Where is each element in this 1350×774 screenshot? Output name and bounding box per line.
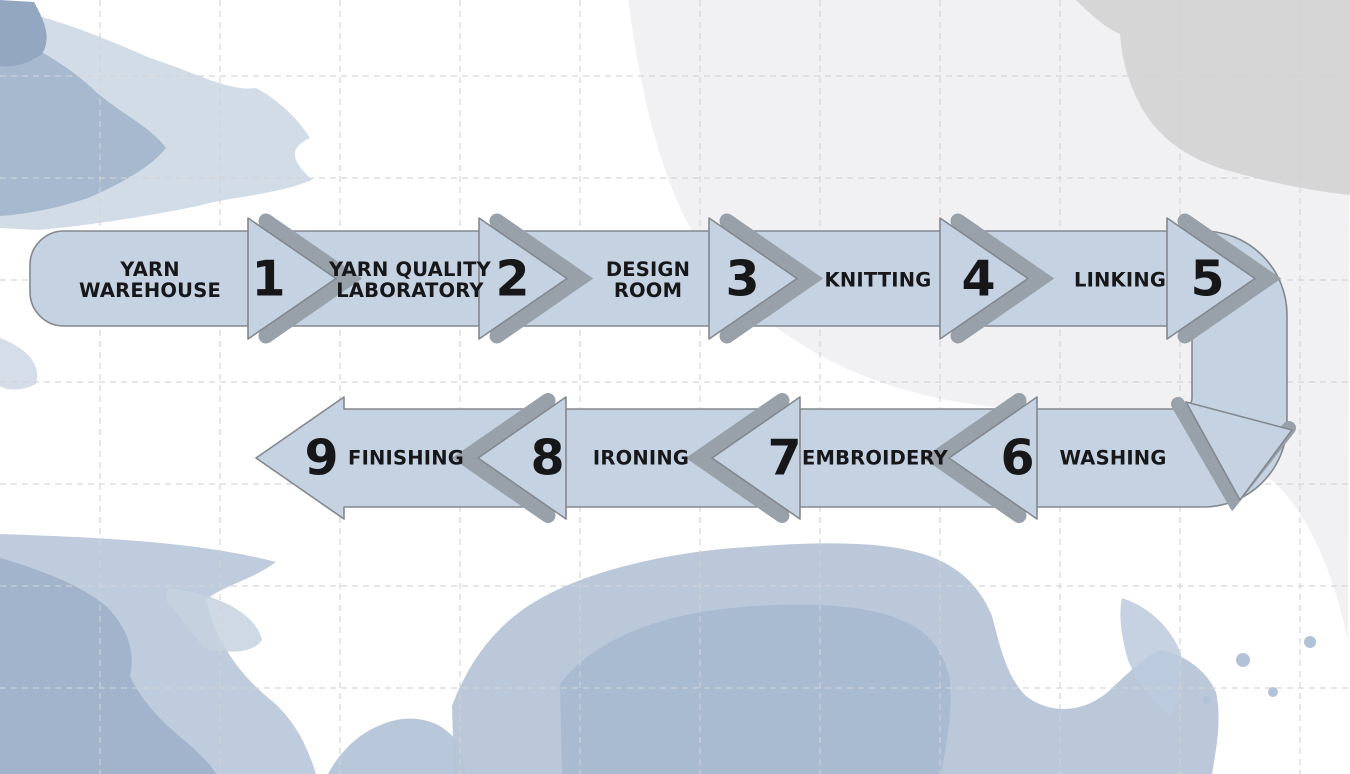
step-number-7: 7: [767, 429, 801, 487]
step-number-2: 2: [495, 250, 529, 308]
chevron-right-icon: [478, 217, 568, 340]
bottomleft-blob-deep: [0, 558, 216, 774]
chevron-right-icon: [939, 217, 1029, 340]
gray-corner-blob: [1076, 0, 1350, 195]
step-label-1: YARN WAREHOUSE: [79, 258, 221, 302]
step-number-4: 4: [961, 250, 995, 308]
chevron-shadow-4: [950, 213, 1055, 344]
step-label-4: KNITTING: [824, 268, 932, 292]
chevron-shadow-7: [685, 393, 790, 523]
bottomright-splash: [1120, 598, 1183, 716]
chevron-shadow-2: [489, 213, 594, 344]
chevron-left-icon: [711, 396, 801, 520]
topleft-corner-dark: [0, 0, 47, 67]
step-number-8: 8: [530, 429, 564, 487]
chevron-shadow-6: [922, 393, 1027, 523]
left-mid-wisp: [0, 338, 38, 390]
step-label-6: WASHING: [1059, 446, 1167, 470]
step-number-1: 1: [251, 250, 285, 308]
chevron-left-icon: [948, 396, 1038, 520]
bottom-center-splash: [328, 718, 466, 774]
step-number-9: 9: [304, 429, 338, 487]
step-number-5: 5: [1190, 250, 1224, 308]
arrow-shadows: [258, 213, 1296, 523]
chevron-shadow-1: [258, 213, 363, 344]
chevron-right-icon: [1166, 217, 1256, 340]
arrow-heads: [247, 217, 1293, 520]
step-label-5: LINKING: [1073, 268, 1167, 292]
step-label-3: DESIGN ROOM: [605, 258, 691, 302]
step-label-9: FINISHING: [348, 446, 464, 470]
step-number-6: 6: [1000, 429, 1034, 487]
chevron-shadow-8: [451, 393, 556, 523]
step-label-7: EMBROIDERY: [801, 446, 949, 470]
topleft-blob-deep: [0, 28, 166, 216]
chevron-shadow-3: [719, 213, 824, 344]
step-number-3: 3: [725, 250, 759, 308]
chevron-shadow-5: [1177, 213, 1282, 344]
step-label-8: IRONING: [592, 446, 690, 470]
chevron-down-left-icon: [1185, 401, 1293, 501]
step-label-2: YARN QUALITY LABORATORY: [329, 258, 491, 302]
splash-dots: [1203, 636, 1316, 704]
chevron-right-icon: [247, 217, 337, 340]
bottomleft-tongue: [166, 588, 262, 652]
chevron-left-icon: [477, 396, 567, 520]
chevron-right-icon: [708, 217, 798, 340]
bottommiddle-blob-deep: [560, 604, 951, 774]
